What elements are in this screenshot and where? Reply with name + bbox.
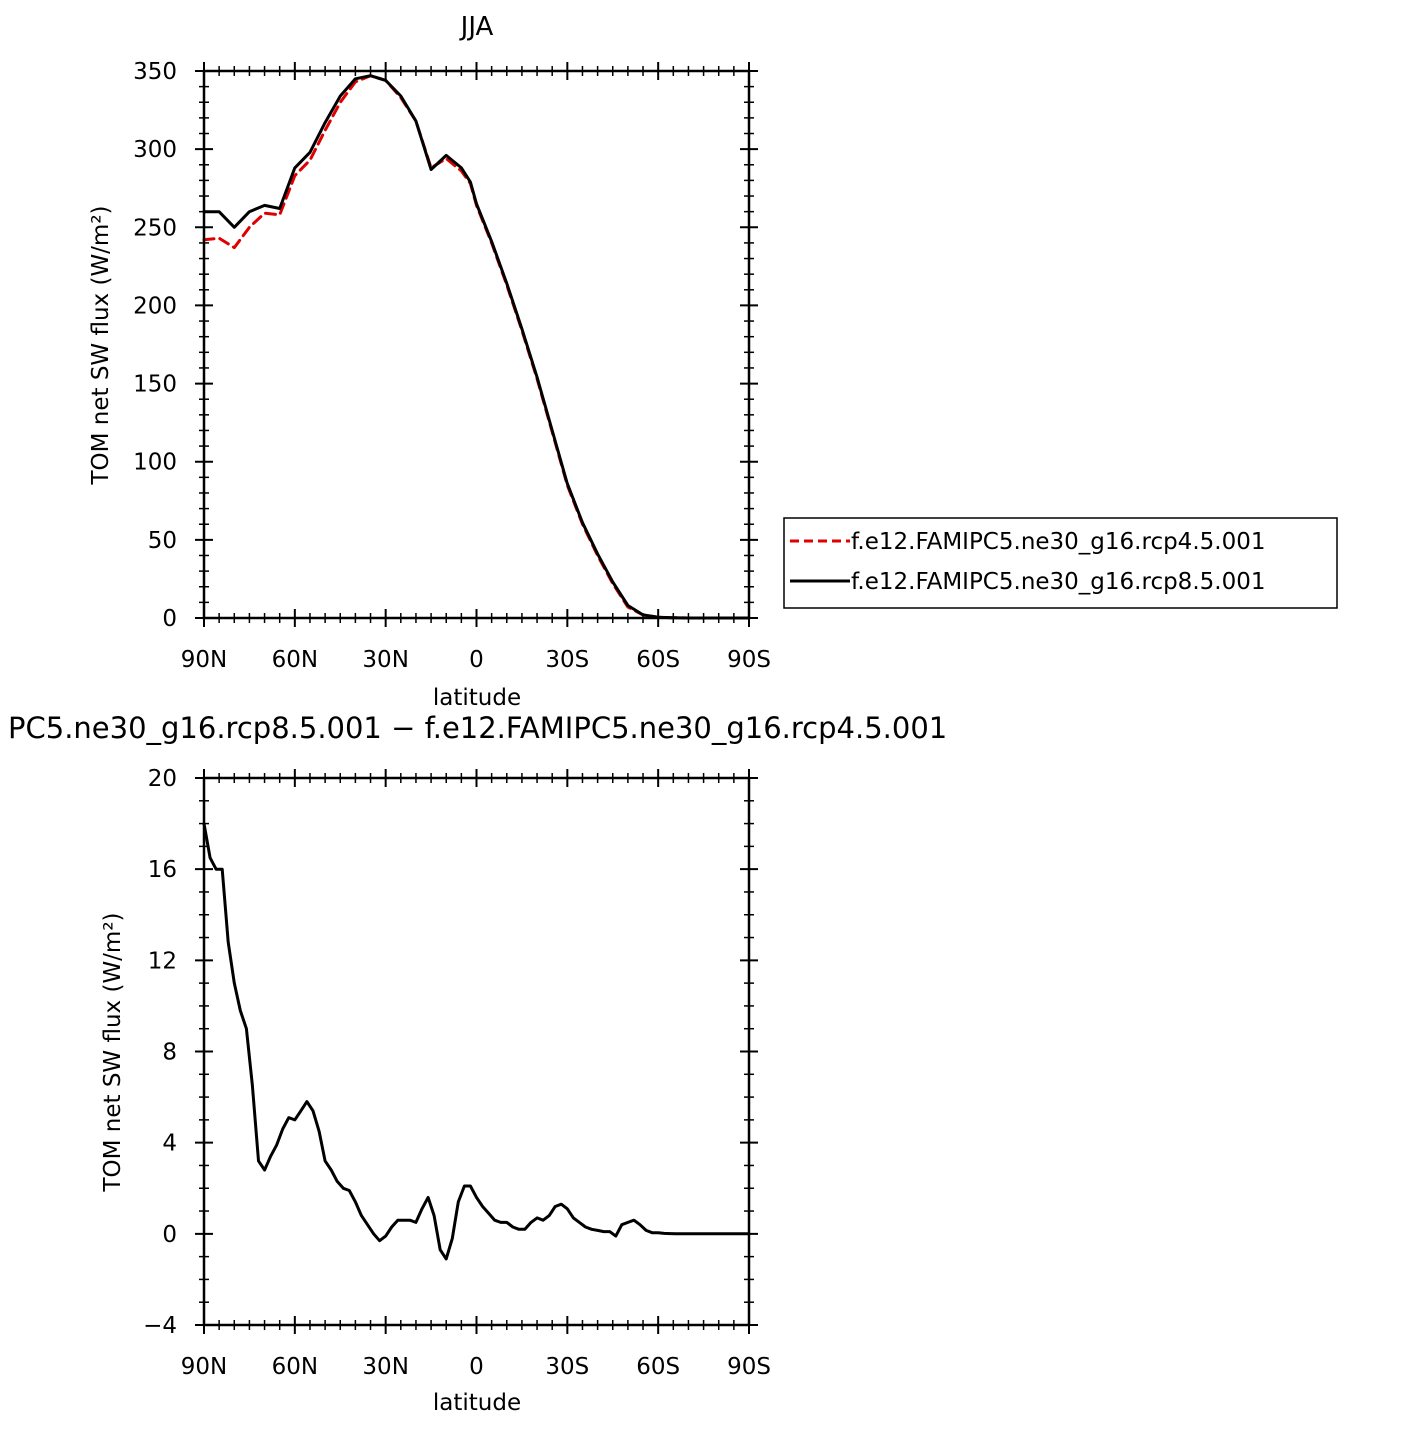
top-x-tick-label: 60N	[272, 647, 318, 673]
bottom-x-tick-label: 30N	[362, 1354, 408, 1380]
bottom-x-tick-label: 60S	[636, 1354, 680, 1380]
top-y-tick-label: 50	[148, 528, 177, 554]
top-y-tick-label: 350	[133, 59, 177, 85]
bottom-y-tick-label: 12	[148, 948, 177, 974]
bottom-y-tick-label: −4	[143, 1313, 177, 1339]
bottom-x-tick-label: 0	[469, 1354, 484, 1380]
top-x-tick-label: 30N	[362, 647, 408, 673]
bottom-x-tick-label: 90S	[727, 1354, 771, 1380]
legend-label-rcp45: f.e12.FAMIPC5.ne30_g16.rcp4.5.001	[851, 529, 1265, 555]
top-x-tick-label: 30S	[545, 647, 589, 673]
bottom-series-line-0	[202, 822, 751, 1261]
top-ticks	[195, 62, 758, 627]
bottom-y-tick-label: 16	[148, 857, 177, 883]
top-y-tick-label: 0	[162, 606, 177, 632]
top-x-tick-label: 0	[469, 647, 484, 673]
top-y-tick-label: 200	[133, 293, 177, 319]
top-y-axis-label: TOM net SW flux (W/m²)	[88, 205, 114, 485]
top-series-line-0	[202, 74, 751, 620]
top-panel: JJA TOM net SW flux (W/m²) latitude 90N 6…	[88, 12, 771, 711]
top-title: JJA	[459, 12, 494, 42]
top-y-tick-label: 150	[133, 372, 177, 398]
bottom-x-tick-label: 30S	[545, 1354, 589, 1380]
top-x-tick-label: 90N	[181, 647, 227, 673]
bottom-x-axis-label: latitude	[433, 1390, 521, 1416]
bottom-y-tick-label: 4	[162, 1131, 177, 1157]
bottom-ticks	[195, 769, 758, 1334]
legend-box	[783, 517, 1338, 609]
legend-label-rcp85: f.e12.FAMIPC5.ne30_g16.rcp8.5.001	[851, 569, 1265, 595]
top-tick-labels: 90N 60N 30N 0 30S 60S 90S 0 50 100 150 200 250 300 350	[133, 59, 771, 673]
top-x-axis-label: latitude	[433, 685, 521, 711]
top-series-line-1	[202, 74, 751, 620]
bottom-tick-labels: 90N 60N 30N 0 30S 60S 90S −4 0 4 8 12 16 20	[143, 766, 771, 1380]
legend: f.e12.FAMIPC5.ne30_g16.rcp4.5.001 f.e12.…	[783, 517, 1338, 609]
top-plot-area	[202, 74, 751, 620]
bottom-panel: PC5.ne30_g16.rcp8.5.001 − f.e12.FAMIPC5.…	[8, 711, 947, 1416]
top-y-tick-label: 300	[133, 137, 177, 163]
top-plot-frame	[202, 69, 751, 620]
bottom-plot-area	[202, 822, 751, 1261]
bottom-y-axis-label: TOM net SW flux (W/m²)	[100, 912, 126, 1192]
bottom-plot-frame	[202, 776, 751, 1327]
top-x-tick-label: 60S	[636, 647, 680, 673]
top-y-tick-label: 100	[133, 450, 177, 476]
bottom-y-tick-label: 8	[162, 1040, 177, 1066]
bottom-title: PC5.ne30_g16.rcp8.5.001 − f.e12.FAMIPC5.…	[8, 711, 947, 745]
bottom-x-tick-label: 60N	[272, 1354, 318, 1380]
bottom-x-tick-label: 90N	[181, 1354, 227, 1380]
bottom-y-tick-label: 20	[148, 766, 177, 792]
top-y-tick-label: 250	[133, 215, 177, 241]
bottom-y-tick-label: 0	[162, 1222, 177, 1248]
top-x-tick-label: 90S	[727, 647, 771, 673]
